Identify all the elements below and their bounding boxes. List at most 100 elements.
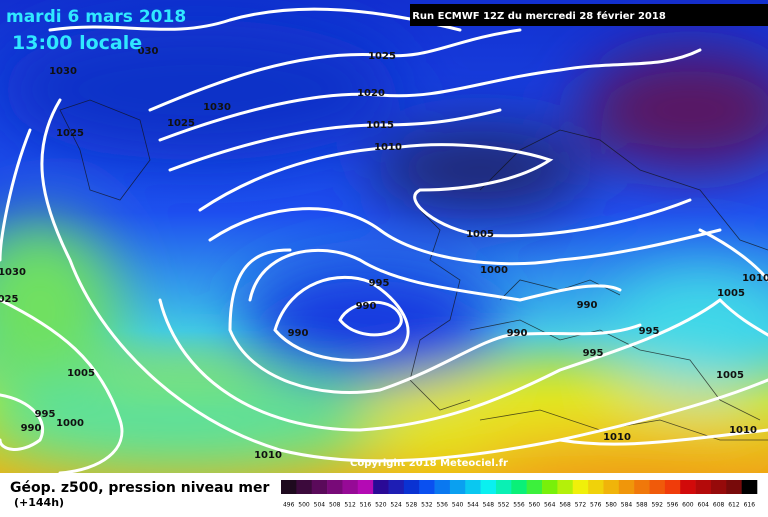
legend-swatch [449,480,466,494]
isobar-label: 1010 [374,142,402,153]
legend-label: 604 [698,502,710,509]
isobar-label: 025 [0,294,18,305]
legend-swatch [649,480,666,494]
legend-swatch [465,480,481,494]
legend-label: 504 [314,502,326,509]
legend-label: 540 [452,502,464,509]
isobar-label: 030 [138,46,159,57]
isobar-label: 1000 [480,265,508,276]
isobar-label: 990 [288,328,309,339]
isobar-label: 995 [369,278,390,289]
run-box [410,4,768,26]
legend-swatch [588,480,604,494]
legend-label: 544 [467,502,479,509]
legend-label: 596 [667,502,679,509]
legend-swatch [695,480,712,494]
legend-swatch [327,480,343,494]
isobar-label: 1005 [67,368,95,379]
isobar-label: 1030 [0,267,26,278]
isobar-label: 1010 [603,432,631,443]
legend-swatch [296,480,313,494]
legend-swatch [311,480,328,494]
legend-label: 548 [483,502,495,509]
isobar-label: 1010 [742,273,768,284]
isobar-label: 995 [583,348,604,359]
legend-swatch [511,480,527,494]
field-title: Géop. z500, pression niveau mer [10,480,269,496]
legend-swatch [664,480,681,494]
legend-label: 528 [406,502,418,509]
isobar-label: 1010 [729,425,757,436]
legend-swatch [281,480,297,494]
legend-swatch [710,480,727,494]
legend-swatch [419,480,435,494]
legend-swatch [480,480,497,494]
legend-label: 572 [575,502,587,509]
legend-label: 560 [529,502,541,509]
legend-label: 552 [498,502,510,509]
isobars [0,7,768,475]
legend-label: 516 [360,502,372,509]
isobar-label: 1020 [357,88,385,99]
isobar-label: 1025 [56,128,84,139]
isobar-label: 990 [356,301,377,312]
legend-label: 532 [421,502,433,509]
isobar-label: 1030 [49,66,77,77]
legend-label: 612 [728,502,740,509]
isobar-label: 995 [35,409,56,420]
legend-label: 576 [590,502,602,509]
isobar-label: 990 [577,300,598,311]
forecast-date: mardi 6 mars 2018 [6,7,186,27]
field [0,0,768,500]
legend-label: 556 [513,502,525,509]
legend: 496 500 504 508 512 516 520 524 528 532 536 540 544 5… [281,480,758,509]
isobar-label: 1015 [366,120,394,131]
legend-swatch [403,480,420,494]
legend-label: 584 [621,502,633,509]
legend-label: 524 [390,502,402,509]
legend-label: 496 [283,502,295,509]
legend-label: 520 [375,502,387,509]
isobar-label: 1030 [203,102,231,113]
isobar-label: 1000 [56,418,84,429]
isobar-label: 995 [639,326,660,337]
isobar-label: 1005 [466,229,494,240]
legend-swatch [388,480,405,494]
legend-label: 512 [344,502,356,509]
legend-swatch [741,480,758,494]
legend-swatch [618,480,635,494]
isobar-label: 990 [21,423,42,434]
legend-label: 616 [744,502,756,509]
legend-swatch [357,480,374,494]
legend-label: 592 [651,502,663,509]
legend-label: 608 [713,502,725,509]
legend-swatch [634,480,650,494]
legend-swatch [373,480,389,494]
lead-time: (+144h) [14,496,64,509]
isobar-label: 1005 [717,288,745,299]
legend-label: 600 [682,502,694,509]
legend-swatch [342,480,359,494]
legend-swatch [726,480,742,494]
legend-label: 536 [436,502,448,509]
isobar-label: 1025 [167,118,195,129]
forecast-time: 13:00 locale [12,32,142,54]
legend-label: 508 [329,502,341,509]
legend-swatch [680,480,696,494]
isobar-labels: 030 1030 1025 1030 1025 1025 1020 1015 1010 1005 1… [0,46,768,461]
legend-swatch [434,480,451,494]
run-info: Run ECMWF 12Z du mercredi 28 février 201… [412,10,666,22]
legend-swatch [572,480,589,494]
legend-label: 564 [544,502,556,509]
legend-swatch [557,480,574,494]
isobar-label: 1025 [368,51,396,62]
copyright: Copyright 2018 Meteociel.fr [350,458,508,469]
isobar-label: 990 [507,328,528,339]
legend-swatch [526,480,543,494]
isobar-label: 1005 [716,370,744,381]
legend-label: 568 [559,502,571,509]
legend-label: 500 [298,502,310,509]
legend-swatch [603,480,620,494]
legend-label: 588 [636,502,648,509]
